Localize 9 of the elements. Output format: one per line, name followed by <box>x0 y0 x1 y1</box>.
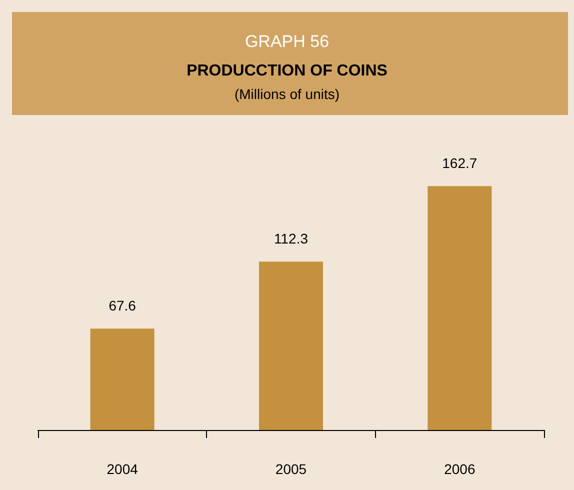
data-label: 112.3 <box>274 230 308 247</box>
text: (Millions of units) <box>234 86 340 102</box>
chart-subtitle: PRODUCCTION OF COINS <box>186 62 388 80</box>
x-tick-label: 2005 <box>275 461 307 477</box>
x-tick-label: 2006 <box>444 461 476 477</box>
chart-title: GRAPH 56 <box>244 32 330 51</box>
data-label: 162.7 <box>442 155 478 172</box>
x-tick-label: 2004 <box>106 461 138 477</box>
data-label: 67.6 <box>108 298 136 314</box>
